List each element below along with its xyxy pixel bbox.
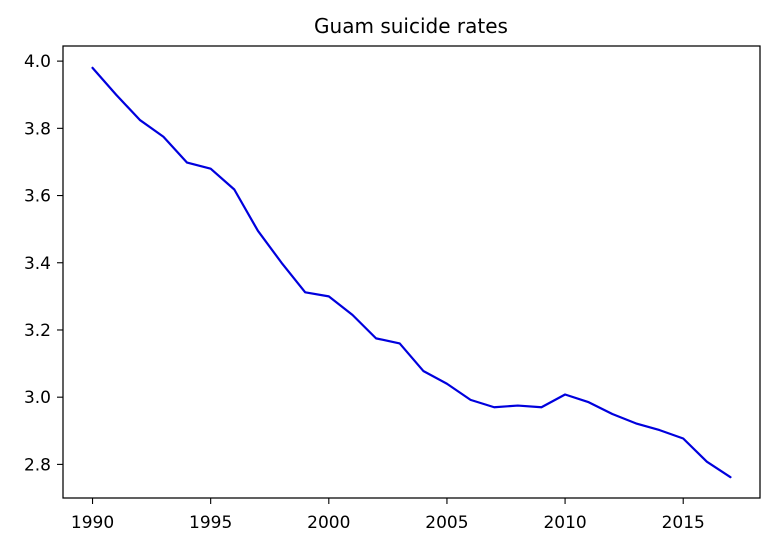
data-point-2011 <box>587 400 591 404</box>
plot-frame <box>62 45 761 499</box>
data-point-2014 <box>658 428 662 432</box>
data-point-2002 <box>374 336 378 340</box>
axes: 1990 1995 2000 2005 2010 2015 2.8 3.0 3.2 3.4 3.6 3… <box>24 52 705 533</box>
x-tick-label: 2010 <box>543 513 586 533</box>
data-point-1999 <box>303 290 307 294</box>
chart-title: Guam suicide rates <box>314 14 508 38</box>
x-tick-label: 2000 <box>307 513 350 533</box>
y-tick-label: 3.2 <box>24 321 51 341</box>
data-point-1997 <box>256 229 260 233</box>
data-point-2005 <box>445 382 449 386</box>
x-tick-label: 2005 <box>425 513 468 533</box>
data-point-1994 <box>185 161 189 165</box>
y-tick-label: 3.4 <box>24 254 51 274</box>
data-point-1990 <box>91 66 95 70</box>
data-point-2006 <box>469 398 473 402</box>
x-tick-label: 1995 <box>189 513 232 533</box>
x-tick-label: 1990 <box>71 513 114 533</box>
data-point-2009 <box>539 405 543 409</box>
data-point-2007 <box>492 405 496 409</box>
data-point-1993 <box>161 135 165 139</box>
data-point-2001 <box>350 313 354 317</box>
data-point-2000 <box>327 294 331 298</box>
y-tick-label: 3.0 <box>24 388 51 408</box>
data-point-2016 <box>705 460 709 464</box>
data-point-1991 <box>114 93 118 97</box>
data-point-1995 <box>209 167 213 171</box>
data-point-2017 <box>728 475 732 479</box>
data-point-2004 <box>421 369 425 373</box>
series-line-guam <box>91 66 732 479</box>
x-tick-label: 2015 <box>662 513 705 533</box>
y-tick-label: 3.6 <box>24 187 51 207</box>
data-point-2015 <box>681 437 685 441</box>
plot-area <box>91 66 732 479</box>
y-tick-label: 4.0 <box>24 52 51 72</box>
data-point-1996 <box>232 187 236 191</box>
data-point-1998 <box>280 261 284 265</box>
data-point-1992 <box>138 118 142 122</box>
data-point-2013 <box>634 421 638 425</box>
data-point-2003 <box>398 341 402 345</box>
data-point-2010 <box>563 392 567 396</box>
data-point-2008 <box>516 404 520 408</box>
y-tick-label: 3.8 <box>24 119 51 139</box>
y-tick-label: 2.8 <box>24 455 51 475</box>
data-point-2012 <box>610 412 614 416</box>
